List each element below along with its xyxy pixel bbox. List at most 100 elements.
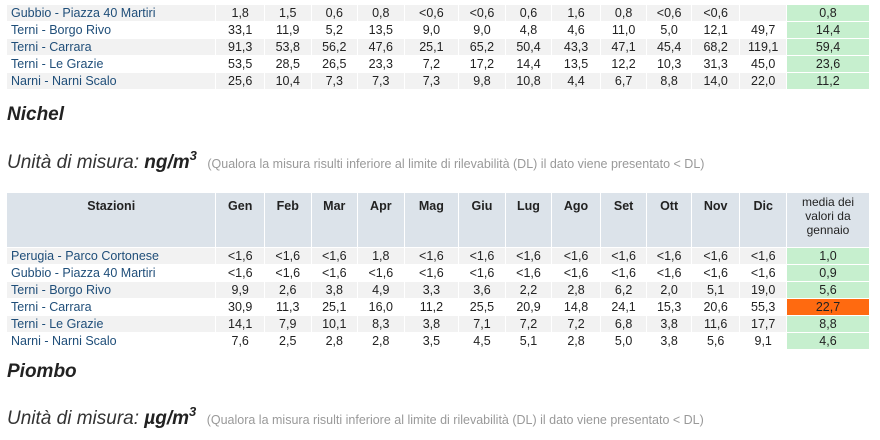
monthly-value: 65,2 xyxy=(458,38,506,56)
monthly-value: 9,8 xyxy=(458,72,506,90)
monthly-value: 56,2 xyxy=(310,38,359,56)
average-header-line: gennaio xyxy=(806,223,850,237)
column-header-average: media dei valori da gennaio xyxy=(785,192,871,248)
monthly-value xyxy=(739,4,787,22)
nichel-unit-exponent: 3 xyxy=(189,148,197,163)
monthly-value: 3,8 xyxy=(403,315,460,333)
monthly-value: <1,6 xyxy=(357,264,405,282)
monthly-value: 4,8 xyxy=(504,21,553,39)
monthly-value: 47,6 xyxy=(357,38,405,56)
nichel-title: Nichel xyxy=(7,104,65,125)
average-value: 0,8 xyxy=(785,4,871,22)
monthly-value: 10,3 xyxy=(646,55,692,73)
monthly-value: 5,1 xyxy=(504,332,553,350)
monthly-value: 14,1 xyxy=(215,315,265,333)
monthly-value: 7,3 xyxy=(357,72,405,90)
monthly-value: <1,6 xyxy=(599,247,648,265)
monthly-value: <1,6 xyxy=(504,247,553,265)
monthly-value: 25,5 xyxy=(458,298,506,316)
monthly-value: 25,6 xyxy=(215,72,265,90)
nichel-table: Stazioni Gen Feb Mar Apr Mag Giu Lug Ago Set Ott No… xyxy=(5,192,871,350)
monthly-value: <1,6 xyxy=(739,247,787,265)
monthly-value: 55,3 xyxy=(739,298,787,316)
monthly-value: <0,6 xyxy=(403,4,460,22)
table-row: Terni - Borgo Rivo 9,9 2,6 3,8 4,9 3,3 3,6 2,2 2… xyxy=(5,281,871,299)
monthly-value: 14,8 xyxy=(551,298,601,316)
table-row: Terni - Carrara 30,9 11,3 25,1 16,0 11,2 25,5 2… xyxy=(5,298,871,316)
station-name: Gubbio - Piazza 40 Martiri xyxy=(5,264,217,282)
monthly-value: <1,6 xyxy=(690,247,741,265)
monthly-value: 2,8 xyxy=(357,332,405,350)
monthly-value: 22,0 xyxy=(739,72,787,90)
monthly-value: 30,9 xyxy=(215,298,265,316)
column-header-month: Mar xyxy=(310,192,359,248)
nichel-unit-value: ng/m xyxy=(144,152,190,173)
monthly-value: 19,0 xyxy=(739,281,787,299)
monthly-value: 5,1 xyxy=(690,281,741,299)
monthly-value: 5,2 xyxy=(310,21,359,39)
table-row: Perugia - Parco Cortonese <1,6 <1,6 <1,6 1,8… xyxy=(5,247,871,265)
monthly-value: <1,6 xyxy=(215,247,265,265)
average-value: 59,4 xyxy=(785,38,871,56)
monthly-value: 26,5 xyxy=(310,55,359,73)
average-value: 1,0 xyxy=(785,247,871,265)
monthly-value: <1,6 xyxy=(310,264,359,282)
monthly-value: <1,6 xyxy=(458,247,506,265)
monthly-value: 17,7 xyxy=(739,315,787,333)
piombo-unit-label: Unità di misura: xyxy=(7,408,145,429)
monthly-value: 11,6 xyxy=(690,315,741,333)
monthly-value: <1,6 xyxy=(646,264,692,282)
monthly-value: 13,5 xyxy=(551,55,601,73)
table-row: Terni - Carrara 91,3 53,8 56,2 47,6 25,1 65,2 5… xyxy=(5,38,871,56)
monthly-value: <1,6 xyxy=(263,264,312,282)
monthly-value: 9,0 xyxy=(458,21,506,39)
monthly-value: 2,0 xyxy=(646,281,692,299)
average-value: 14,4 xyxy=(785,21,871,39)
monthly-value: 7,3 xyxy=(310,72,359,90)
station-name: Terni - Carrara xyxy=(5,298,217,316)
average-value: 22,7 xyxy=(785,298,871,316)
monthly-value: <1,6 xyxy=(551,264,601,282)
column-header-month: Feb xyxy=(263,192,312,248)
monthly-value: 6,7 xyxy=(599,72,648,90)
monthly-value: <1,6 xyxy=(310,247,359,265)
monthly-value: 24,1 xyxy=(599,298,648,316)
monthly-value: 50,4 xyxy=(504,38,553,56)
monthly-value: 3,8 xyxy=(310,281,359,299)
monthly-value: 4,5 xyxy=(458,332,506,350)
monthly-value: 25,1 xyxy=(310,298,359,316)
average-value: 5,6 xyxy=(785,281,871,299)
column-header-month: Dic xyxy=(739,192,787,248)
monthly-value: 4,4 xyxy=(551,72,601,90)
monthly-value: 1,8 xyxy=(357,247,405,265)
monthly-value: 43,3 xyxy=(551,38,601,56)
monthly-value: 28,5 xyxy=(263,55,312,73)
column-header-stazioni: Stazioni xyxy=(5,192,217,248)
monthly-value: 12,2 xyxy=(599,55,648,73)
piombo-dl-note: (Qualora la misura risulti inferiore al … xyxy=(206,413,704,427)
station-name: Narni - Narni Scalo xyxy=(5,332,217,350)
monthly-value: 0,8 xyxy=(599,4,648,22)
monthly-value: 1,8 xyxy=(215,4,265,22)
monthly-value: 4,6 xyxy=(551,21,601,39)
column-header-month: Giu xyxy=(458,192,506,248)
station-name: Terni - Borgo Rivo xyxy=(5,281,217,299)
previous-pollutant-table: Gubbio - Piazza 40 Martiri 1,8 1,5 0,6 0,8 <0… xyxy=(5,4,871,90)
table-row: Narni - Narni Scalo 25,6 10,4 7,3 7,3 7,3 9,8 1… xyxy=(5,72,871,90)
table-row: Terni - Le Grazie 53,5 28,5 26,5 23,3 7,2 17,2… xyxy=(5,55,871,73)
column-header-month: Nov xyxy=(690,192,741,248)
monthly-value: 11,9 xyxy=(263,21,312,39)
monthly-value: 20,6 xyxy=(690,298,741,316)
monthly-value: <1,6 xyxy=(263,247,312,265)
monthly-value: 9,1 xyxy=(739,332,787,350)
station-name: Terni - Le Grazie xyxy=(5,315,217,333)
nichel-dl-note: (Qualora la misura risulti inferiore al … xyxy=(207,157,705,171)
monthly-value: 15,3 xyxy=(646,298,692,316)
monthly-value: 2,8 xyxy=(551,332,601,350)
monthly-value: <1,6 xyxy=(215,264,265,282)
monthly-value: 2,5 xyxy=(263,332,312,350)
monthly-value: 0,8 xyxy=(357,4,405,22)
monthly-value: 20,9 xyxy=(504,298,553,316)
column-header-month: Lug xyxy=(504,192,553,248)
column-header-month: Ott xyxy=(646,192,692,248)
